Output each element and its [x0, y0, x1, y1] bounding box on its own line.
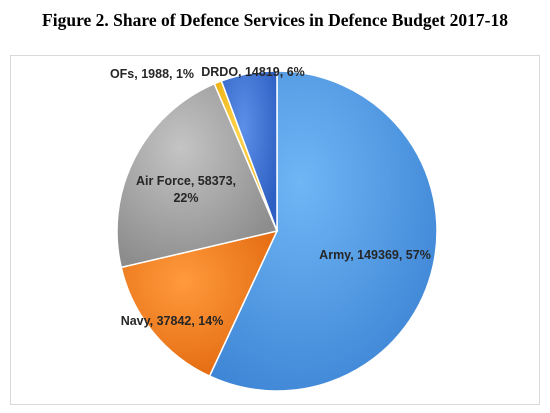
data-label-drdo: DRDO, 14819, 6%	[201, 65, 305, 79]
data-label-air-force-line-1: Air Force, 58373,	[136, 174, 236, 188]
pie-slice-air-force	[116, 82, 279, 269]
pie-slice-army	[208, 70, 438, 392]
data-label-air-force-line-2: 22%	[173, 191, 198, 205]
pie-slice-navy	[120, 229, 279, 378]
chart-title: Figure 2. Share of Defence Services in D…	[42, 10, 508, 30]
data-label-army: Army, 149369, 57%	[319, 248, 431, 262]
data-label-ofs: OFs, 1988, 1%	[110, 67, 194, 81]
data-label-navy: Navy, 37842, 14%	[121, 314, 224, 328]
pie-slice-drdo	[220, 70, 278, 232]
